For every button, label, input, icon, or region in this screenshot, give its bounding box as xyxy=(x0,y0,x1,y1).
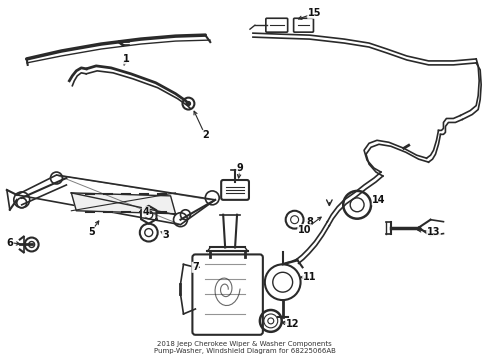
Text: 12: 12 xyxy=(285,319,299,329)
Text: 8: 8 xyxy=(305,217,312,227)
Text: 2018 Jeep Cherokee Wiper & Washer Components
Pump-Washer, Windshield Diagram for: 2018 Jeep Cherokee Wiper & Washer Compon… xyxy=(153,341,335,354)
Text: 14: 14 xyxy=(371,195,385,205)
Polygon shape xyxy=(71,193,175,214)
Text: 10: 10 xyxy=(297,225,311,235)
Text: 13: 13 xyxy=(426,226,439,237)
Text: 1: 1 xyxy=(122,54,129,64)
Text: 3: 3 xyxy=(162,230,169,239)
Text: 9: 9 xyxy=(236,163,243,173)
Text: 15: 15 xyxy=(307,8,321,18)
Text: 2: 2 xyxy=(202,130,208,140)
Text: 11: 11 xyxy=(302,272,316,282)
Text: 7: 7 xyxy=(192,262,198,272)
Text: 6: 6 xyxy=(6,238,13,248)
Text: 4: 4 xyxy=(142,207,149,217)
Circle shape xyxy=(186,102,190,105)
Text: 5: 5 xyxy=(88,226,94,237)
